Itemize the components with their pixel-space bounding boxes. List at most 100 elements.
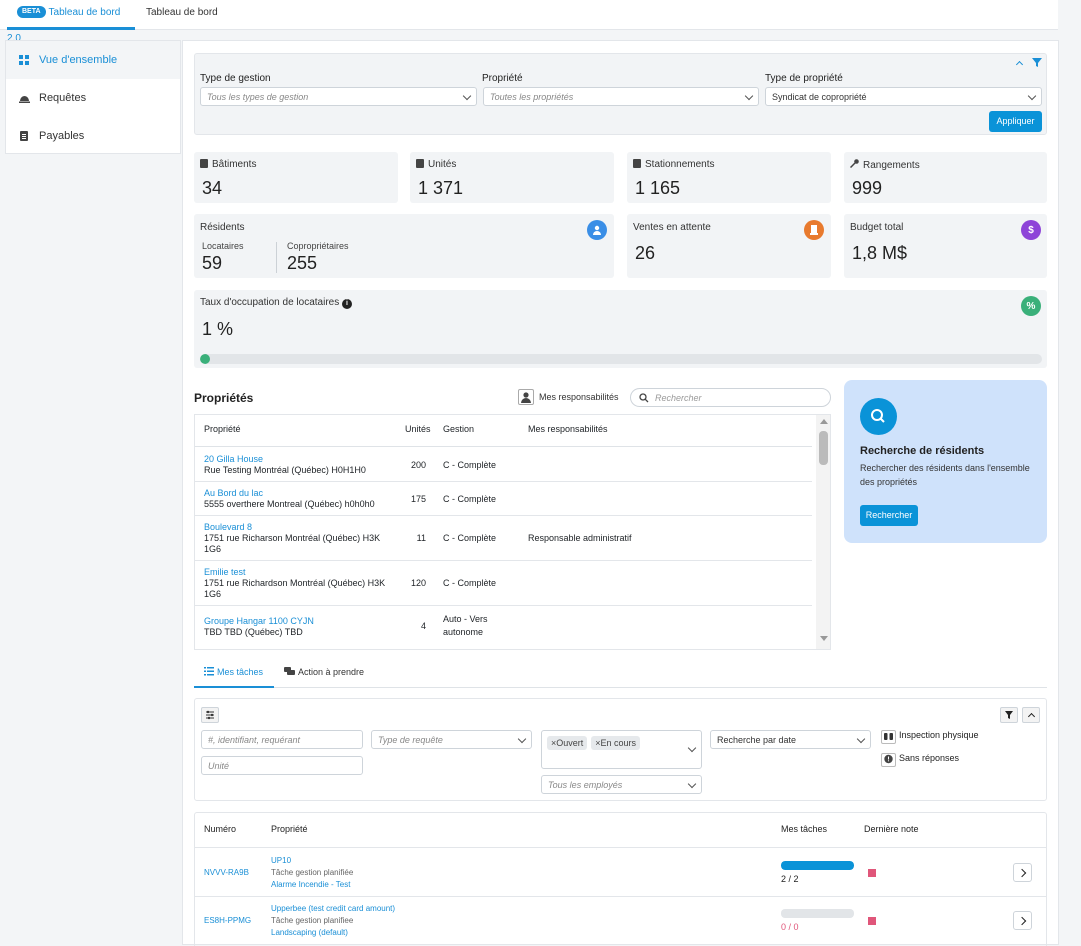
filter-icon[interactable] (1032, 58, 1042, 71)
propriete-placeholder: Toutes les propriétés (490, 92, 574, 102)
sans-reponses-toggle[interactable]: Sans réponses (881, 753, 959, 767)
table-header: Propriété Unités Gestion Mes responsabil… (195, 415, 812, 447)
sidebar-item-payables[interactable]: Payables (6, 117, 180, 155)
col-numero: Numéro (204, 824, 237, 834)
tab-label: Action à prendre (298, 667, 365, 677)
property-link[interactable]: Boulevard 8 (204, 522, 253, 532)
employes-select[interactable]: Tous les employés (541, 775, 702, 794)
key-icon (849, 159, 859, 171)
scrollbar[interactable] (816, 415, 830, 649)
tab-dashboard-2[interactable]: BETA Tableau de bord 2.0 (7, 0, 135, 44)
table-row[interactable]: NVVV-RA9B UP10 Tâche gestion planifiée A… (195, 849, 1047, 897)
table-row[interactable]: Boulevard 8 1751 rue Richarson Montréal … (195, 516, 812, 561)
tab-action-a-prendre[interactable]: Action à prendre (284, 661, 364, 688)
status-multiselect[interactable]: ×Ouvert ×En cours (541, 730, 702, 769)
locataires-label: Locataires (202, 241, 244, 251)
proprietes-search-input[interactable]: Rechercher (630, 388, 831, 407)
tasks-table: Numéro Propriété Mes tâches Dernière not… (194, 812, 1047, 946)
propriete-select[interactable]: Toutes les propriétés (483, 87, 759, 106)
sidebar-item-label: Vue d'ensemble (39, 54, 118, 66)
chevron-down-icon (687, 743, 697, 753)
property-unites: 200 (410, 460, 426, 470)
status-pill-en-cours[interactable]: ×En cours (591, 736, 641, 750)
filter-clear-icon[interactable] (1000, 707, 1018, 723)
search-placeholder: Rechercher (655, 393, 702, 403)
sidebar-item-requetes[interactable]: Requêtes (6, 79, 180, 117)
inspection-toggle[interactable]: Inspection physique (881, 730, 979, 744)
search-icon (639, 393, 649, 406)
stat-card-budget: Budget total $ 1,8 M$ (844, 214, 1047, 278)
task-property-link[interactable]: Upperbee (test credit card amount) (271, 904, 396, 913)
task-number-link[interactable]: NVVV-RA9B (204, 868, 249, 877)
proprietes-table: Propriété Unités Gestion Mes responsabil… (194, 414, 831, 650)
stat-label: Ventes en attente (633, 222, 711, 233)
property-link[interactable]: Emilie test (204, 567, 246, 577)
property-link[interactable]: 20 Gilla House (204, 454, 264, 464)
chevron-down-icon (687, 779, 697, 789)
stat-value: 1 % (202, 319, 234, 339)
chevron-down-icon (856, 734, 866, 744)
task-search-input[interactable]: #, identifiant, requérant (201, 730, 363, 749)
scroll-down-icon[interactable] (820, 636, 828, 641)
property-link[interactable]: Au Bord du lac (204, 488, 264, 498)
type-requete-select[interactable]: Type de requête (371, 730, 532, 749)
task-number-link[interactable]: ES8H-PPMG (204, 916, 252, 925)
tab-dashboard[interactable]: Tableau de bord (146, 7, 218, 18)
date-select[interactable]: Recherche par date (710, 730, 871, 749)
info-icon[interactable]: i (342, 299, 352, 309)
percent-icon: % (1021, 296, 1041, 316)
filter-card: Type de gestion Tous les types de gestio… (194, 53, 1047, 135)
resident-search-button[interactable]: Rechercher (860, 505, 918, 526)
stat-card-batiments: Bâtiments 34 (194, 152, 398, 203)
dollar-icon: $ (1021, 220, 1041, 240)
scroll-up-icon[interactable] (820, 419, 828, 424)
bell-icon (18, 92, 30, 104)
scroll-thumb[interactable] (819, 431, 828, 465)
table-row[interactable]: Emilie test 1751 rue Richardson Montréal… (195, 561, 812, 606)
type-requete-placeholder: Type de requête (378, 735, 443, 745)
collapse-icon[interactable] (1015, 59, 1024, 69)
table-row[interactable]: 20 Gilla House Rue Testing Montréal (Qué… (195, 448, 812, 482)
type-propriete-select[interactable]: Syndicat de copropriété (765, 87, 1042, 106)
unite-input[interactable]: Unité (201, 756, 363, 775)
task-sub-link[interactable]: Alarme Incendie - Test (271, 880, 351, 889)
stat-label: Stationnements (645, 159, 715, 170)
table-row[interactable]: ES8H-PPMG Upperbee (test credit card amo… (195, 897, 1047, 945)
collapse-icon[interactable] (1022, 707, 1040, 723)
property-link[interactable]: Groupe Hangar 1100 CYJN (204, 616, 314, 626)
apply-button[interactable]: Appliquer (989, 111, 1042, 132)
open-task-button[interactable] (1013, 863, 1032, 882)
person-toggle-icon[interactable] (518, 389, 534, 405)
stat-card-unites: Unités 1 371 (410, 152, 614, 203)
sliders-icon[interactable] (201, 707, 219, 723)
task-property-link[interactable]: UP10 (271, 856, 292, 865)
tab-mes-taches[interactable]: Mes tâches (194, 661, 274, 688)
chevron-down-icon (1027, 91, 1037, 101)
property-unites: 120 (410, 578, 426, 588)
occupancy-progress-track (200, 354, 1042, 364)
property-address: TBD TBD (Québec) TBD (204, 627, 303, 637)
task-progress-fill (781, 861, 854, 870)
stat-label: Résidents (200, 222, 245, 233)
resident-search-card: Recherche de résidents Rechercher des ré… (844, 380, 1047, 543)
resident-search-title: Recherche de résidents (860, 445, 985, 457)
task-progress-text: 2 / 2 (781, 874, 799, 884)
property-address: 5555 overthere Montreal (Québec) h0h0h0 (204, 499, 375, 509)
sidebar-item-overview[interactable]: Vue d'ensemble (6, 41, 180, 79)
stat-label: Budget total (850, 222, 904, 233)
gestion-select[interactable]: Tous les types de gestion (200, 87, 477, 106)
task-progress-track (781, 861, 854, 870)
table-row[interactable]: Groupe Hangar 1100 CYJN TBD TBD (Québec)… (195, 606, 812, 649)
stat-card-stationnements: Stationnements 1 165 (627, 152, 831, 203)
task-sub-link[interactable]: Landscaping (default) (271, 928, 348, 937)
status-pill-ouvert[interactable]: ×Ouvert (547, 736, 588, 750)
table-row[interactable]: Au Bord du lac 5555 overthere Montreal (… (195, 482, 812, 516)
stat-label: Rangements (863, 160, 920, 171)
chevron-down-icon (744, 91, 754, 101)
document-icon (18, 130, 30, 142)
top-tabbar: BETA Tableau de bord 2.0 Tableau de bord (0, 0, 1058, 44)
type-propriete-label: Type de propriété (765, 73, 843, 84)
open-task-button[interactable] (1013, 911, 1032, 930)
tabs-divider (194, 687, 1047, 688)
parking-icon (633, 159, 641, 168)
